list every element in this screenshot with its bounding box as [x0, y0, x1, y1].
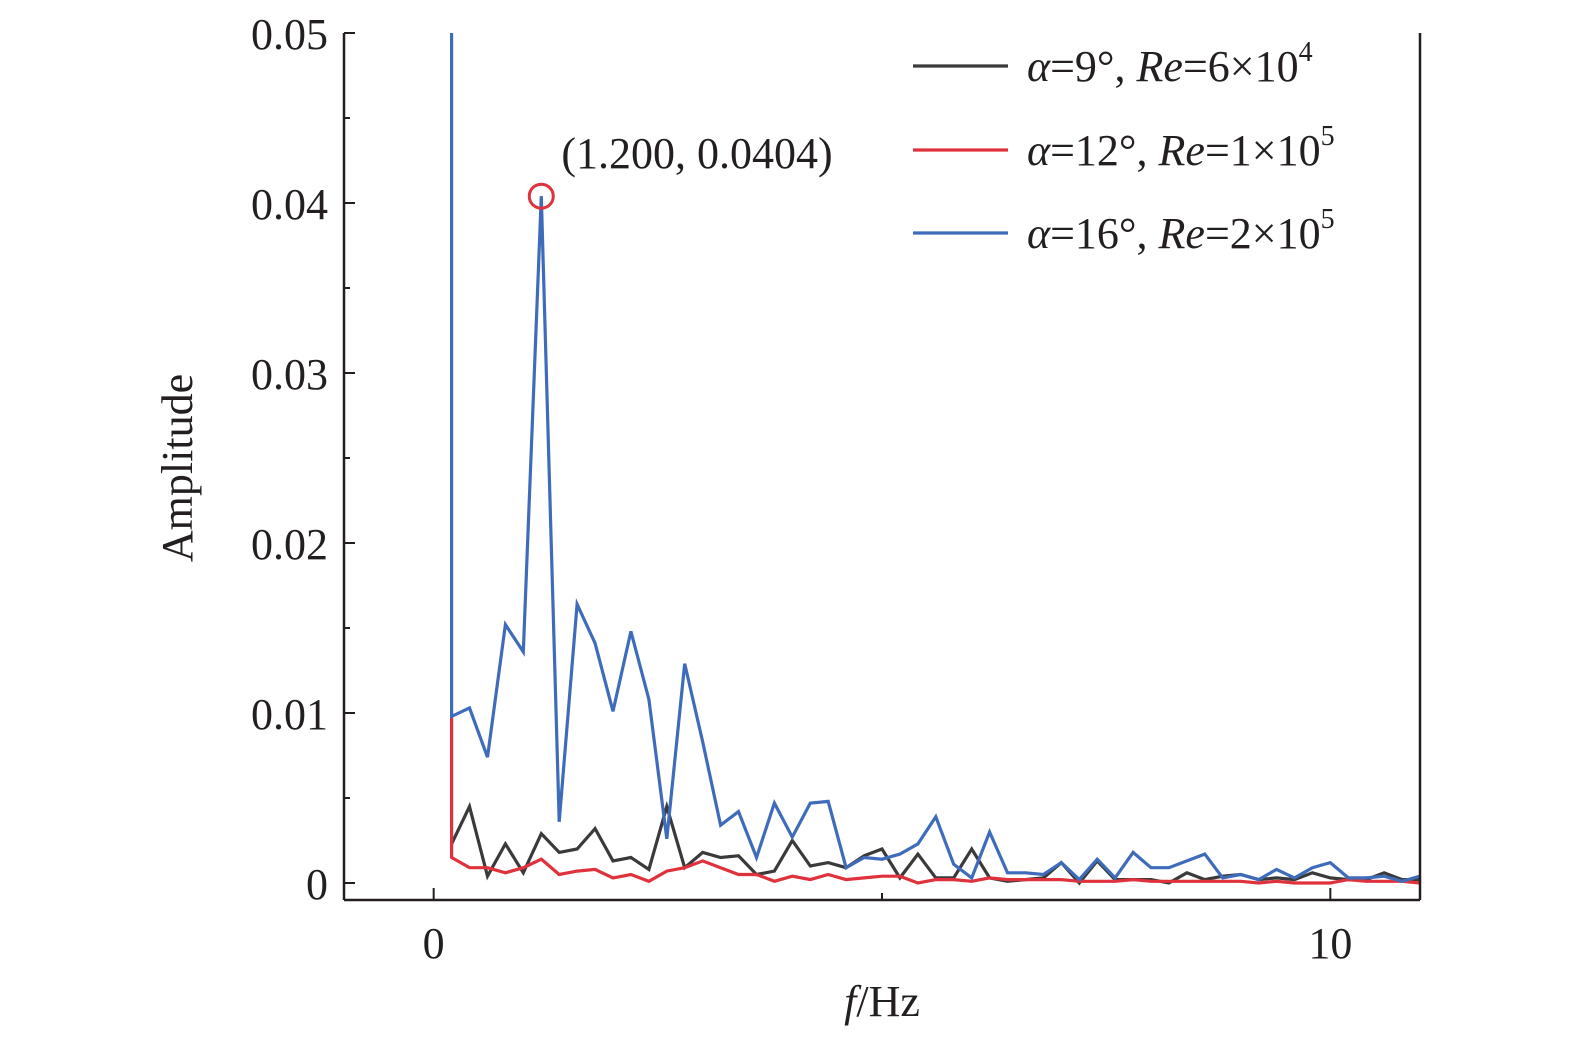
axes-layer: [342, 32, 1422, 902]
legend-value: =6×10: [1183, 42, 1299, 91]
legend-re: Re: [1158, 126, 1205, 175]
legend-re: Re: [1136, 42, 1183, 91]
y-tick-label: 0.01: [251, 690, 328, 739]
legend-exponent: 4: [1299, 37, 1313, 68]
legend-alpha: α: [1027, 209, 1051, 258]
x-tick-label: 10: [1308, 919, 1352, 968]
legend-entry-3: α=16°, Re=2×105: [1027, 204, 1335, 258]
legend-value: =1×10: [1205, 126, 1321, 175]
legend-alpha: α: [1027, 126, 1051, 175]
x-axis-title: f/Hz: [844, 977, 920, 1026]
tick-labels: 0 0.01 0.02 0.03 0.04 0.05 0 10: [251, 10, 1352, 968]
y-tick-label: 0.04: [251, 180, 328, 229]
y-tick-label: 0.03: [251, 350, 328, 399]
legend-entry-1: α=9°, Re=6×104: [1027, 37, 1313, 91]
series-line-3: [450, 33, 1421, 883]
y-tick-label: 0.05: [251, 10, 328, 59]
x-tick-label: 0: [423, 919, 445, 968]
y-tick-label: 0: [306, 860, 328, 909]
legend-space: [1126, 42, 1137, 91]
peak-annotation: (1.200, 0.0404): [527, 129, 833, 210]
x-axis-unit: /Hz: [856, 977, 920, 1026]
legend-alpha: α: [1027, 42, 1051, 91]
legend-angle: =12°,: [1050, 126, 1147, 175]
series-line-2: [450, 714, 1421, 885]
legend-angle: =9°,: [1050, 42, 1125, 91]
legend-re: Re: [1158, 209, 1205, 258]
peak-marker-circle: [527, 182, 555, 210]
peak-label: (1.200, 0.0404): [561, 129, 832, 178]
legend-space: [1148, 126, 1159, 175]
legend-exponent: 5: [1321, 121, 1335, 152]
y-axis-title: Amplitude: [153, 374, 202, 562]
legend-angle: =16°,: [1050, 209, 1147, 258]
legend-entry-2: α=12°, Re=1×105: [1027, 121, 1335, 175]
legend-space: [1148, 209, 1159, 258]
y-tick-label: 0.02: [251, 520, 328, 569]
legend-exponent: 5: [1321, 204, 1335, 235]
legend-value: =2×10: [1205, 209, 1321, 258]
series-layer: [450, 33, 1421, 886]
